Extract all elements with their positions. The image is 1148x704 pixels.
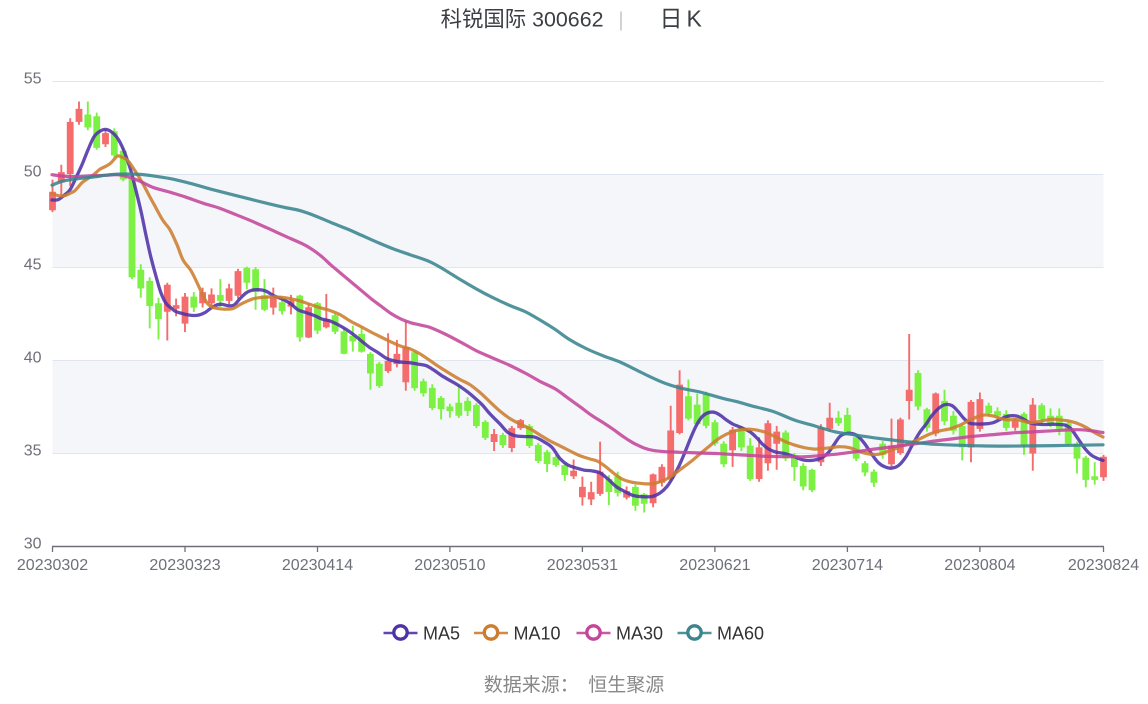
svg-text:35: 35	[24, 443, 42, 460]
svg-text:MA5: MA5	[423, 624, 460, 644]
svg-text:20230621: 20230621	[679, 557, 750, 574]
svg-text:20230824: 20230824	[1068, 557, 1139, 574]
svg-text:45: 45	[24, 257, 42, 274]
svg-text:|: |	[618, 10, 623, 32]
svg-text:20230414: 20230414	[282, 557, 353, 574]
svg-text:30: 30	[24, 536, 42, 553]
svg-text:20230510: 20230510	[414, 557, 485, 574]
svg-text:20230714: 20230714	[812, 557, 883, 574]
svg-text:40: 40	[24, 350, 42, 367]
svg-text:20230323: 20230323	[149, 557, 220, 574]
svg-text:MA30: MA30	[616, 624, 663, 644]
svg-text:数据来源： 恒生聚源: 数据来源： 恒生聚源	[484, 674, 665, 696]
svg-text:20230302: 20230302	[17, 557, 88, 574]
svg-text:MA10: MA10	[514, 624, 561, 644]
svg-text:MA60: MA60	[717, 624, 764, 644]
svg-text:20230531: 20230531	[547, 557, 618, 574]
svg-text:科锐国际 300662: 科锐国际 300662	[441, 8, 604, 32]
svg-text:20230804: 20230804	[944, 557, 1015, 574]
svg-text:55: 55	[24, 71, 42, 88]
svg-text:日K: 日K	[660, 6, 706, 32]
svg-text:50: 50	[24, 164, 42, 181]
